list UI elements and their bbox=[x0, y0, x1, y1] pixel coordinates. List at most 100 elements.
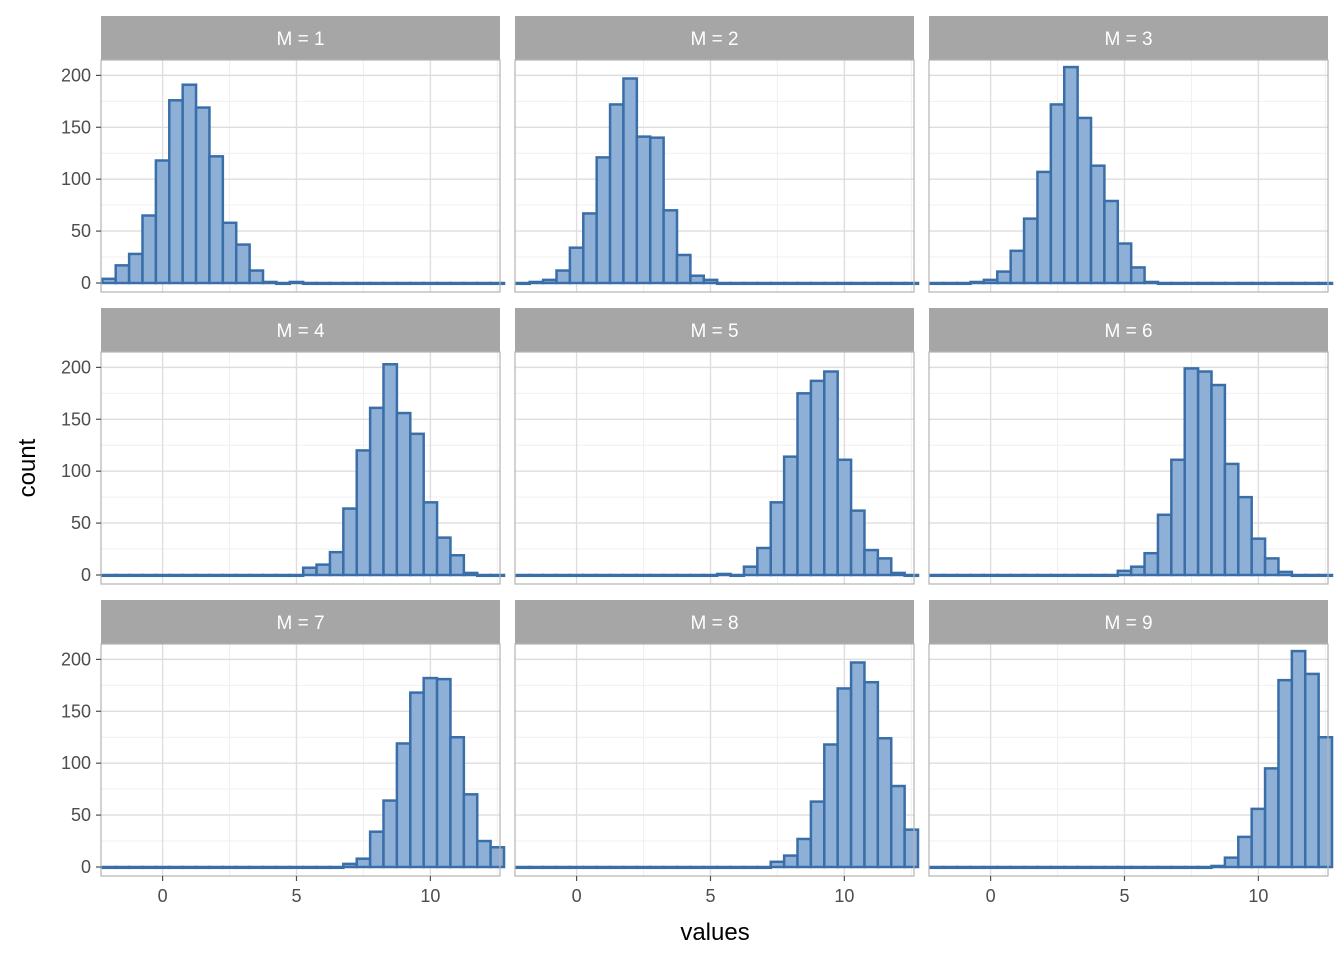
histogram-bar bbox=[342, 507, 358, 577]
histogram-bar bbox=[1129, 266, 1146, 285]
histogram-bar bbox=[729, 865, 746, 870]
histogram-bar bbox=[422, 676, 439, 869]
histogram-bar bbox=[301, 566, 318, 577]
histogram-bar bbox=[1009, 249, 1026, 285]
panel-border bbox=[514, 351, 915, 585]
histogram-bar bbox=[836, 687, 853, 869]
histogram-bar bbox=[1156, 865, 1173, 870]
histogram-bar bbox=[1237, 495, 1253, 577]
histogram-bar bbox=[742, 281, 759, 286]
histogram-bar bbox=[702, 278, 719, 285]
histogram-bar bbox=[475, 839, 492, 869]
histogram-bar bbox=[582, 573, 598, 578]
histogram-bar bbox=[528, 573, 545, 578]
histogram-bar bbox=[1076, 116, 1093, 285]
histogram-bar bbox=[1049, 573, 1066, 578]
histogram-bar bbox=[315, 563, 332, 577]
facet-strip bbox=[101, 16, 500, 60]
y-tick-label: 200 bbox=[61, 649, 91, 669]
histogram-bar bbox=[1196, 281, 1213, 286]
histogram-bar bbox=[648, 865, 665, 870]
x-tick-label: 0 bbox=[158, 886, 168, 906]
histogram-bar bbox=[261, 280, 278, 285]
histogram-bar bbox=[863, 281, 880, 286]
histogram-bar bbox=[689, 865, 706, 870]
histogram-bar bbox=[1196, 865, 1213, 870]
x-tick-label: 0 bbox=[572, 886, 582, 906]
histogram-bar bbox=[368, 406, 385, 577]
histogram-bar bbox=[1263, 281, 1280, 286]
histogram-bar bbox=[608, 573, 625, 578]
histogram-bar bbox=[301, 281, 318, 286]
panel-border bbox=[928, 59, 1329, 293]
histogram-bar bbox=[1143, 865, 1160, 870]
histogram-bar bbox=[328, 281, 345, 286]
histogram-bar bbox=[1116, 569, 1133, 577]
histogram-bar bbox=[955, 865, 972, 870]
histogram-bar bbox=[1183, 281, 1200, 286]
histogram-bar bbox=[635, 865, 652, 870]
histogram-bar bbox=[1049, 865, 1066, 870]
histogram-bar bbox=[756, 865, 772, 870]
histogram-bar bbox=[101, 865, 117, 870]
histogram-bar bbox=[1009, 573, 1026, 578]
panel-border bbox=[100, 643, 501, 877]
histogram-bar bbox=[1062, 65, 1079, 285]
histogram-bar bbox=[555, 573, 572, 578]
facet-panel: M = 1 0 50 100 150 200 bbox=[61, 16, 506, 293]
histogram-bar bbox=[568, 573, 585, 578]
histogram-bar bbox=[622, 865, 639, 870]
histogram-bar bbox=[1223, 856, 1240, 869]
histogram-bar bbox=[1103, 865, 1120, 870]
y-tick-label: 100 bbox=[61, 169, 91, 189]
y-tick-label: 0 bbox=[81, 273, 91, 293]
histogram-bar bbox=[1250, 807, 1267, 869]
histogram-bar bbox=[1103, 573, 1120, 578]
histogram-bar bbox=[1036, 573, 1053, 578]
histogram-bar bbox=[662, 573, 679, 578]
histogram-bar bbox=[1116, 865, 1133, 870]
histogram-bar bbox=[1062, 573, 1079, 578]
histogram-bar bbox=[1277, 678, 1294, 869]
x-tick-label: 5 bbox=[291, 886, 301, 906]
histogram-bar bbox=[1250, 281, 1267, 286]
histogram-bar bbox=[823, 281, 839, 286]
histogram-bar bbox=[315, 865, 332, 870]
histogram-bar bbox=[809, 281, 826, 286]
histogram-bar bbox=[955, 573, 972, 578]
histogram-bar bbox=[355, 281, 372, 286]
panel-border bbox=[514, 643, 915, 877]
histogram-bar bbox=[1223, 462, 1240, 577]
histogram-bar bbox=[1022, 865, 1039, 870]
histogram-bar bbox=[1062, 865, 1079, 870]
histogram-bar bbox=[836, 458, 853, 577]
histogram-bar bbox=[608, 865, 625, 870]
histogram-bar bbox=[702, 573, 719, 578]
histogram-bar bbox=[1129, 865, 1146, 870]
histogram-bar bbox=[1317, 735, 1334, 869]
histogram-bar bbox=[475, 573, 492, 578]
histogram-bar bbox=[1036, 170, 1053, 285]
histogram-bar bbox=[208, 155, 225, 285]
histogram-bar bbox=[782, 281, 799, 286]
histogram-bar bbox=[141, 573, 158, 578]
histogram-bar bbox=[288, 865, 305, 870]
y-tick-label: 0 bbox=[81, 857, 91, 877]
histogram-bar bbox=[1223, 281, 1240, 286]
histogram-bar bbox=[234, 865, 251, 870]
histogram-bar bbox=[208, 573, 225, 578]
y-tick-label: 50 bbox=[71, 513, 91, 533]
histogram-bar bbox=[823, 743, 839, 869]
histogram-bar bbox=[889, 281, 906, 286]
histogram-bar bbox=[942, 281, 959, 286]
histogram-bar bbox=[449, 735, 466, 869]
y-tick-label: 150 bbox=[61, 409, 91, 429]
histogram-bar bbox=[648, 573, 665, 578]
x-axis-title: values bbox=[680, 919, 749, 946]
x-tick-label: 10 bbox=[834, 886, 854, 906]
histogram-bar bbox=[729, 573, 746, 578]
histogram-bar bbox=[541, 278, 558, 285]
histogram-bar bbox=[1076, 865, 1093, 870]
histogram-bar bbox=[635, 135, 652, 285]
